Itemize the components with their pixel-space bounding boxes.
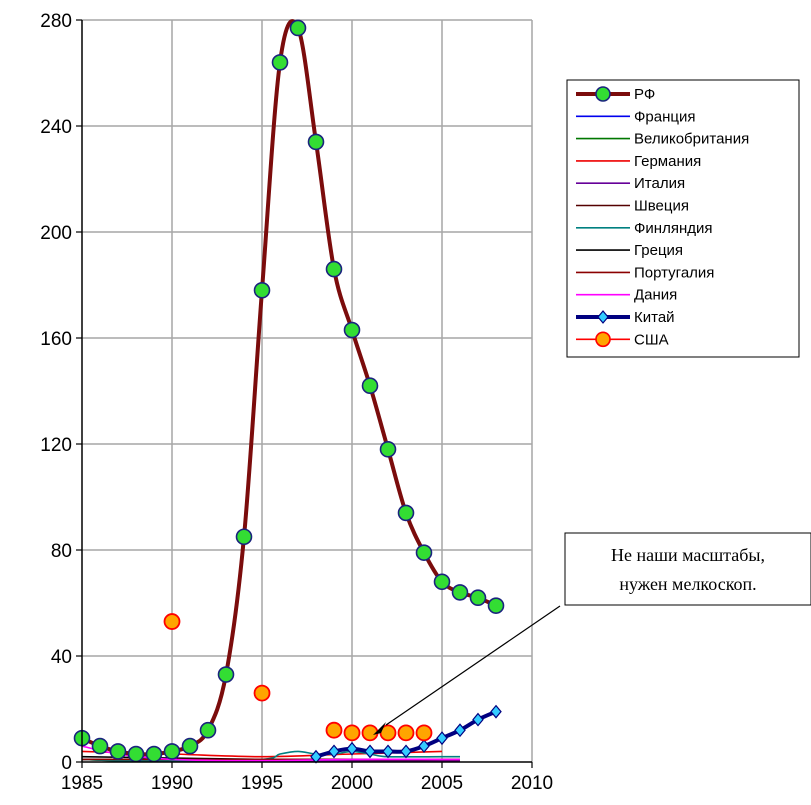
- annotation-arrow-line: [385, 605, 561, 726]
- legend-label: Великобритания: [634, 131, 749, 148]
- legend-label: РФ: [634, 86, 655, 103]
- legend-label: Франция: [634, 108, 695, 125]
- series-0-point: [127, 745, 145, 763]
- series-10-point: [454, 723, 466, 738]
- y-tick-label: 200: [40, 223, 72, 244]
- legend-item: Китай: [576, 309, 675, 326]
- y-tick-label: 40: [51, 647, 72, 668]
- series-0-point: [379, 440, 397, 458]
- legend-swatch-marker: [597, 310, 609, 324]
- legend-label: Португалия: [634, 264, 714, 281]
- series-0-point: [181, 737, 199, 755]
- series-11-point: [415, 724, 433, 742]
- series-0-point: [253, 281, 271, 299]
- y-tick-label: 240: [40, 117, 72, 138]
- x-tick-label: 1985: [61, 773, 103, 794]
- series-11-point: [343, 724, 361, 742]
- series-0-point: [289, 19, 307, 37]
- series-0-point: [109, 743, 127, 760]
- legend-label: Дания: [634, 287, 677, 304]
- series-10-point: [490, 704, 502, 719]
- x-tick-label: 2000: [331, 773, 373, 794]
- annotation-box: [564, 532, 811, 606]
- legend-label: США: [634, 331, 669, 348]
- legend-label: Китай: [634, 309, 675, 326]
- y-tick-label: 120: [40, 435, 72, 456]
- series-0-point: [325, 260, 343, 278]
- legend-item: Италия: [576, 175, 685, 192]
- series-0-point: [343, 321, 361, 339]
- legend-label: Греция: [634, 242, 683, 259]
- legend-item: РФ: [576, 86, 655, 103]
- legend-item: США: [576, 331, 669, 348]
- series-0-point: [361, 377, 379, 395]
- legend-label: Италия: [634, 175, 685, 192]
- series-0-point: [235, 528, 253, 546]
- annotation-line-1: Не наши масштабы,: [611, 545, 765, 565]
- series-11-point: [253, 684, 271, 702]
- series-0-point: [397, 504, 415, 522]
- x-tick-label: 2010: [511, 773, 553, 794]
- series-10-point: [382, 744, 394, 759]
- series-10-point: [346, 741, 358, 756]
- series-11-point: [163, 613, 181, 630]
- series-0-point: [451, 584, 469, 601]
- x-tick-label: 2005: [421, 773, 463, 794]
- series-10: [310, 704, 502, 764]
- legend-label: Финляндия: [634, 220, 712, 237]
- series-0-point: [199, 721, 217, 739]
- series-0-point: [271, 54, 289, 71]
- legend-item: Великобритания: [576, 131, 749, 148]
- series-0-point: [91, 737, 109, 755]
- grid: [82, 19, 533, 762]
- series-10-point: [436, 731, 448, 746]
- legend-item: Португалия: [576, 264, 714, 281]
- legend-label: Швеция: [634, 198, 689, 215]
- series-10-point: [418, 739, 430, 754]
- series-11-point: [325, 721, 343, 739]
- legend: РФ Франция Великобритания Германия Италия Шве…: [576, 86, 749, 348]
- y-tick-label: 160: [40, 329, 72, 350]
- series-0: [73, 19, 505, 763]
- annotation-line-2: нужен мелкоскоп.: [619, 574, 756, 594]
- x-tick-label: 1990: [151, 773, 193, 794]
- series-0-point: [487, 597, 505, 614]
- series-layer: [73, 19, 505, 764]
- legend-swatch-marker: [595, 331, 611, 348]
- legend-item: Франция: [576, 108, 695, 125]
- series-0-point: [469, 589, 487, 607]
- legend-label: Германия: [634, 153, 701, 170]
- y-tick-label: 0: [61, 753, 72, 774]
- series-10-point: [364, 744, 376, 759]
- series-0-point: [163, 743, 181, 760]
- annotation-callout: Не наши масштабы, нужен мелкоскоп.: [373, 532, 811, 735]
- plot-area: [82, 20, 532, 762]
- annotation-arrowhead: [373, 722, 386, 735]
- y-tick-label: 280: [40, 11, 72, 32]
- series-10-point: [400, 744, 412, 759]
- legend-item: Швеция: [576, 198, 689, 215]
- series-0-point: [217, 666, 235, 683]
- legend-item: Германия: [576, 153, 701, 170]
- legend-box: [566, 79, 800, 358]
- x-tick-label: 1995: [241, 773, 283, 794]
- series-10-point: [472, 712, 484, 727]
- series-11-point: [397, 724, 415, 742]
- legend-swatch-marker: [595, 86, 611, 102]
- series-0-point: [433, 573, 451, 591]
- legend-item: Дания: [576, 287, 677, 304]
- series-0-point: [415, 544, 433, 561]
- series-10-point: [328, 744, 340, 759]
- axes: 0 40 80 120 160 200 240 280 1985 1990 1995 2000 2005…: [40, 11, 553, 794]
- legend-item: Греция: [576, 242, 683, 259]
- legend-item: Финляндия: [576, 220, 712, 237]
- series-0-point: [145, 745, 163, 763]
- y-tick-label: 80: [51, 541, 72, 562]
- series-0-point: [307, 133, 325, 151]
